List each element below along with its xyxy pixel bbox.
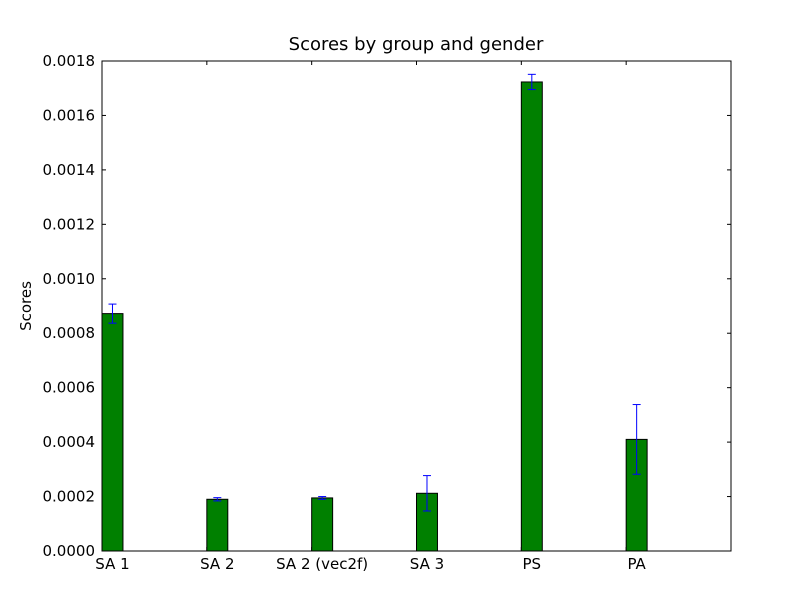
error-bars-group xyxy=(108,73,641,512)
x-tick-label: PS xyxy=(523,555,542,573)
x-tick-label: PA xyxy=(627,555,646,573)
y-tick-label: 0.0008 xyxy=(43,324,96,342)
x-tick-label: SA 3 xyxy=(410,555,444,573)
x-tick-label: SA 2 xyxy=(200,555,234,573)
x-tick-labels: SA 1 SA 2 SA 2 (vec2f) SA 3 PS PA xyxy=(95,555,646,573)
bar xyxy=(311,497,334,552)
y-tick-label: 0.0018 xyxy=(43,52,96,70)
y-tick-label: 0.0006 xyxy=(43,379,96,397)
y-axis-title: Scores xyxy=(17,281,35,331)
chart-title: Scores by group and gender xyxy=(289,34,544,55)
y-tick-label: 0.0010 xyxy=(43,270,96,288)
y-tick-labels: 0.0000 0.0002 0.0004 0.0006 0.0008 0.0010 0.00… xyxy=(43,52,96,560)
bar xyxy=(520,81,543,552)
plot-frame xyxy=(101,60,732,552)
bar xyxy=(206,498,229,552)
x-tick-label: SA 2 (vec2f) xyxy=(276,555,368,573)
y-tick-label: 0.0000 xyxy=(43,542,96,560)
y-tick-label: 0.0004 xyxy=(43,433,96,451)
y-tick-label: 0.0002 xyxy=(43,488,96,506)
bar xyxy=(101,313,124,552)
y-tick-label: 0.0014 xyxy=(43,161,96,179)
y-tick-label: 0.0012 xyxy=(43,215,96,233)
x-tick-label: SA 1 xyxy=(95,555,129,573)
y-tick-label: 0.0016 xyxy=(43,106,96,124)
